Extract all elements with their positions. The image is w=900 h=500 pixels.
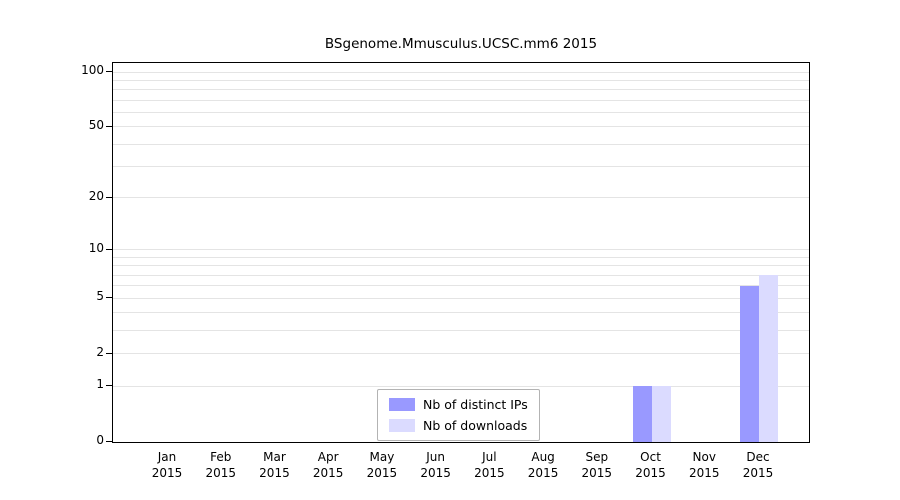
legend-swatch-downloads (389, 419, 415, 432)
y-tick-mark-10 (106, 248, 112, 250)
x-label-apr: Apr 2015 (299, 450, 357, 481)
y-tick-mark-50 (106, 125, 112, 127)
gridline-30 (113, 166, 809, 168)
bar-oct-downloads (651, 386, 671, 442)
y-tick-mark-1 (106, 385, 112, 387)
x-label-year: 2015 (420, 465, 451, 480)
x-label-year: 2015 (688, 465, 720, 480)
x-label-month: Dec (746, 450, 770, 464)
x-label-dec: Dec 2015 (729, 450, 787, 481)
x-label-year: 2015 (312, 465, 344, 480)
legend: Nb of distinct IPs Nb of downloads (377, 389, 540, 441)
x-label-year: 2015 (635, 465, 666, 480)
x-label-year: 2015 (527, 465, 559, 480)
y-tick-label-50: 50 (88, 117, 104, 132)
gridline-7 (113, 274, 809, 276)
gridline-10 (113, 249, 809, 251)
y-tick-mark-2 (106, 352, 112, 354)
y-tick-mark-0 (106, 441, 112, 442)
gridline-60 (113, 111, 809, 113)
legend-item-distinct-ips: Nb of distinct IPs (389, 397, 528, 412)
gridline-9 (113, 256, 809, 258)
x-label-may: May 2015 (353, 450, 411, 481)
gridline-20 (113, 197, 809, 199)
x-label-month: May (369, 450, 395, 464)
chart-title: BSgenome.Mmusculus.UCSC.mm6 2015 (324, 36, 598, 52)
y-tick-label-0: 0 (96, 433, 104, 447)
gridline-50 (113, 126, 809, 128)
y-tick-label-2: 2 (96, 344, 104, 359)
x-label-year: 2015 (366, 465, 398, 480)
x-label-nov: Nov 2015 (675, 450, 733, 481)
x-label-month: Nov (692, 450, 716, 464)
gridline-100 (113, 71, 809, 73)
x-label-year: 2015 (259, 465, 290, 480)
gridline-6 (113, 285, 809, 287)
x-label-month: Oct (640, 450, 661, 464)
x-label-month: Apr (317, 450, 339, 464)
x-label-jul: Jul 2015 (460, 450, 518, 481)
y-tick-mark-100 (106, 71, 112, 72)
y-tick-label-20: 20 (88, 188, 104, 203)
x-label-sep: Sep 2015 (568, 450, 626, 481)
x-label-jun: Jun 2015 (407, 450, 465, 481)
y-tick-label-5: 5 (96, 289, 104, 304)
gridline-1 (113, 385, 809, 387)
gridline-3 (113, 330, 809, 332)
x-label-month: Aug (531, 450, 555, 464)
gridline-80 (113, 89, 809, 91)
bar-oct-distinct-ips (632, 386, 652, 442)
x-label-feb: Feb 2015 (192, 450, 250, 481)
x-label-jan: Jan 2015 (138, 450, 196, 481)
x-label-month: Mar (263, 450, 286, 464)
x-label-year: 2015 (151, 465, 183, 480)
plot-area (112, 62, 810, 443)
y-tick-label-1: 1 (96, 377, 104, 392)
x-label-oct: Oct 2015 (622, 450, 680, 481)
x-label-year: 2015 (205, 465, 236, 480)
y-tick-mark-20 (106, 196, 112, 198)
gridline-8 (113, 265, 809, 267)
legend-item-downloads: Nb of downloads (389, 418, 528, 433)
legend-label-distinct-ips: Nb of distinct IPs (423, 397, 528, 412)
x-label-year: 2015 (581, 465, 613, 480)
x-label-year: 2015 (742, 465, 774, 480)
x-label-month: Sep (585, 450, 609, 464)
y-tick-label-100: 100 (81, 63, 104, 77)
gridline-4 (113, 312, 809, 314)
bar-dec-distinct-ips (740, 286, 759, 442)
legend-swatch-distinct-ips (389, 398, 415, 411)
x-label-aug: Aug 2015 (514, 450, 572, 481)
legend-label-downloads: Nb of downloads (423, 418, 528, 433)
x-label-month: Feb (210, 450, 232, 464)
x-label-month: Jun (426, 450, 445, 464)
y-tick-label-10: 10 (88, 240, 104, 255)
gridline-5 (113, 297, 809, 299)
bar-dec-downloads (759, 275, 778, 442)
x-label-year: 2015 (474, 465, 505, 480)
x-label-mar: Mar 2015 (245, 450, 303, 481)
gridline-2 (113, 353, 809, 355)
gridline-70 (113, 99, 809, 101)
x-label-month: Jul (482, 450, 497, 464)
y-tick-mark-5 (106, 297, 112, 299)
gridline-90 (113, 79, 809, 81)
x-label-month: Jan (157, 450, 177, 464)
gridline-40 (113, 143, 809, 145)
